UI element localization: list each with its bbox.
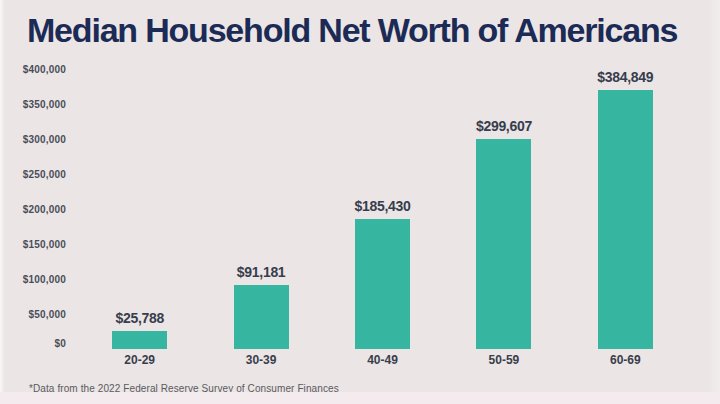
- bar: [234, 285, 289, 349]
- y-tick-label: $50,000: [28, 309, 66, 320]
- bar-group: $185,43040-49: [322, 69, 443, 349]
- bar-value-label: $384,849: [597, 69, 653, 85]
- frame-edge-left: [0, 0, 5, 404]
- frame-edge-bottom: [0, 392, 720, 404]
- x-category-label: 20-29: [79, 353, 200, 367]
- y-tick-label: $100,000: [23, 274, 66, 285]
- bar-value-label: $299,607: [476, 118, 532, 134]
- bar-group: $91,18130-39: [200, 69, 321, 349]
- y-tick-label: $0: [54, 338, 66, 349]
- chart-title: Median Household Net Worth of Americans: [27, 12, 677, 48]
- slide-background: Median Household Net Worth of Americans …: [0, 0, 720, 404]
- x-category-label: 40-49: [322, 353, 443, 367]
- frame-edge-right: [707, 0, 720, 404]
- bar: [476, 139, 531, 349]
- x-category-label: 60-69: [565, 353, 686, 367]
- bar: [598, 90, 653, 349]
- y-tick-label: $350,000: [23, 99, 66, 110]
- bar-value-label: $185,430: [355, 198, 411, 214]
- y-tick-label: $150,000: [23, 239, 66, 250]
- bar-group: $384,84960-69: [565, 69, 686, 349]
- bar-value-label: $25,788: [115, 310, 164, 326]
- bar: [112, 331, 167, 349]
- bar-group: $25,78820-29: [79, 69, 200, 349]
- y-axis: $0 $50,000 $100,000 $150,000 $200,000 $250,00…: [0, 69, 66, 349]
- bars-area: $25,78820-29$91,18130-39$185,43040-49$29…: [79, 69, 686, 349]
- y-tick-label: $250,000: [23, 169, 66, 180]
- bar: [355, 219, 410, 349]
- bar-chart: $0 $50,000 $100,000 $150,000 $200,000 $250,00…: [0, 69, 720, 349]
- x-category-label: 30-39: [200, 353, 321, 367]
- x-category-label: 50-59: [443, 353, 564, 367]
- y-tick-label: $200,000: [23, 204, 66, 215]
- bar-group: $299,60750-59: [443, 69, 564, 349]
- bar-value-label: $91,181: [237, 264, 286, 280]
- y-tick-label: $400,000: [23, 64, 66, 75]
- y-tick-label: $300,000: [23, 134, 66, 145]
